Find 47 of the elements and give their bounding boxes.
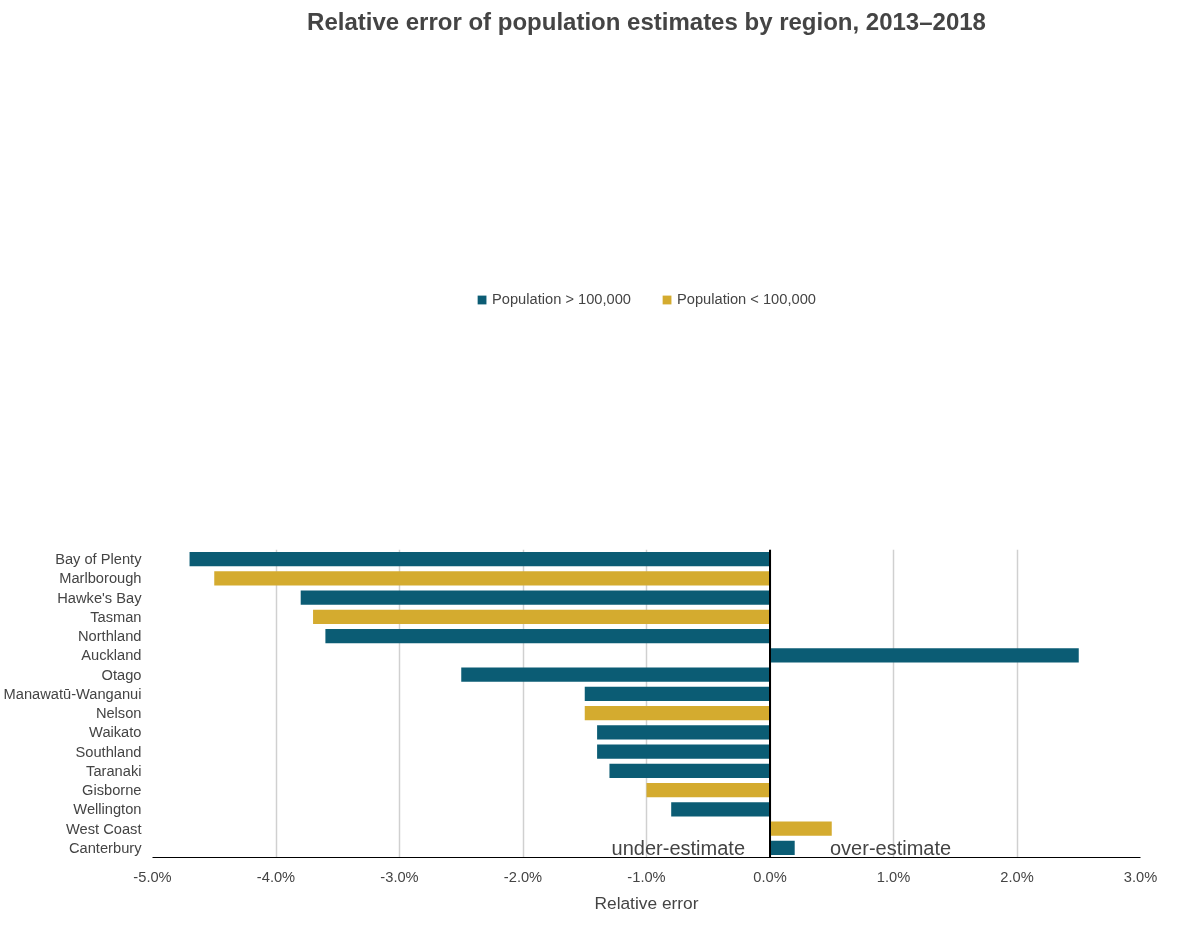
bar [671,802,770,817]
bar [770,821,832,836]
bar [300,590,770,605]
y-tick-label: Otago [101,666,142,683]
y-tick-label: Hawke's Bay [57,589,143,606]
y-tick-label: Manawatū-Wanganui [3,685,142,702]
bar [597,744,770,759]
x-tick-label: -4.0% [256,868,296,885]
annotation: over-estimate [830,836,952,859]
x-tick-label: 3.0% [1123,868,1158,885]
x-tick-label: 1.0% [876,868,911,885]
x-tick-label: -5.0% [133,868,172,885]
y-tick-label: West Coast [66,820,142,837]
y-tick-label: Southland [75,743,142,760]
bar [325,628,770,644]
x-tick-label: 2.0% [1000,868,1034,885]
x-axis-title: Relative error [594,892,699,913]
bar [770,840,795,856]
legend-label: Population < 100,000 [677,291,816,307]
bar [609,763,770,779]
legend-label: Population > 100,000 [492,291,631,307]
x-tick-label: -2.0% [503,868,543,885]
x-tick-label: -1.0% [627,868,666,885]
x-tick-label: 0.0% [753,868,787,885]
y-tick-label: Tasman [90,608,142,625]
y-tick-label: Auckland [81,647,142,664]
y-tick-label: Northland [77,628,142,645]
y-tick-label: Waikato [89,724,142,741]
y-tick-label: Marlborough [59,570,142,587]
y-tick-label: Bay of Plenty [55,551,143,568]
annotation: under-estimate [611,836,746,859]
y-tick-label: Nelson [95,705,142,722]
bar [461,667,770,682]
bar [584,705,770,721]
y-tick-label: Gisborne [82,782,142,799]
y-tick-label: Canterbury [69,839,143,856]
bar [584,686,770,702]
y-tick-label: Taranaki [86,762,142,779]
bar [214,571,770,586]
chart-title: Relative error of population estimates by region, 2013–2018 [307,7,986,35]
bar [646,782,770,798]
x-tick-label: -3.0% [380,868,419,885]
bar [770,648,1079,663]
y-tick-label: Wellington [73,801,142,818]
bar [597,725,770,740]
bar [189,551,770,567]
bar [313,609,770,625]
